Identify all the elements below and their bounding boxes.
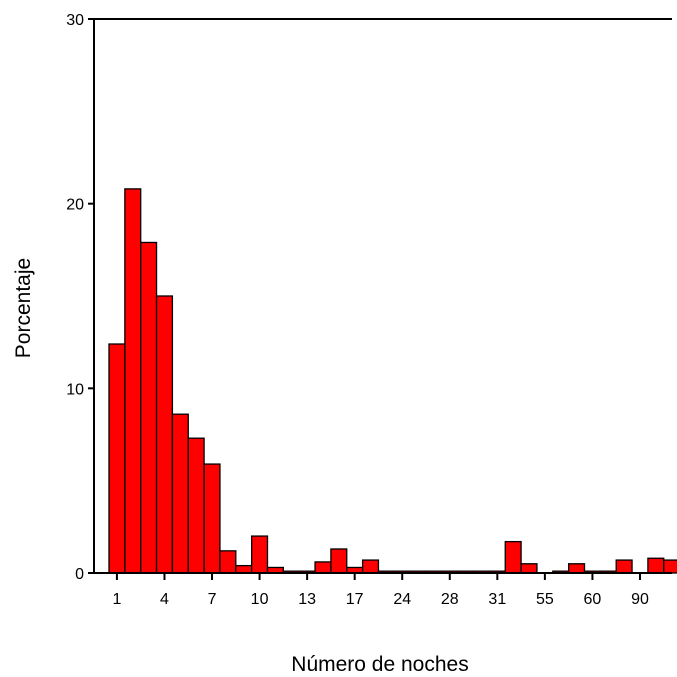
x-tick-label-31: 31: [488, 591, 506, 608]
bar-8: [219, 550, 237, 574]
axes-group: [88, 18, 672, 574]
bar-6: [187, 437, 205, 574]
bars-group: [108, 188, 677, 574]
bar-31: [520, 563, 538, 574]
y-tick-label-30: 30: [66, 12, 84, 29]
bar-5: [171, 413, 189, 574]
bar-60: [615, 559, 633, 574]
bar-10: [250, 535, 269, 574]
bar-30: [504, 540, 522, 574]
y-tick-label-10: 10: [66, 381, 84, 398]
x-axis-title: Número de noches: [291, 653, 468, 676]
x-tick-label-17: 17: [346, 591, 364, 608]
x-tick-label-10: 10: [251, 591, 269, 608]
bar-90: [647, 557, 665, 574]
bar-2: [124, 188, 142, 574]
x-tick-label-4: 4: [160, 591, 169, 608]
bar-14: [314, 561, 332, 574]
x-ticks-group: 1 4 7 10 13 17 24 28 31 55 60 90: [112, 573, 649, 608]
bar-100: [663, 559, 677, 574]
bar-15: [330, 548, 348, 574]
bar-4: [155, 295, 174, 574]
x-tick-label-90: 90: [631, 591, 649, 608]
x-tick-label-7: 7: [208, 591, 217, 608]
bar-1: [108, 343, 126, 574]
bar-7: [203, 463, 221, 574]
y-tick-label-20: 20: [66, 197, 84, 214]
y-ticks-group: 0 10 20 30: [66, 12, 94, 583]
bar-3: [140, 241, 158, 574]
x-tick-label-1: 1: [112, 591, 121, 608]
y-tick-label-0: 0: [75, 566, 84, 583]
bar-9: [235, 564, 253, 574]
x-tick-label-13: 13: [298, 591, 316, 608]
bar-55: [568, 563, 586, 574]
x-tick-label-24: 24: [393, 591, 411, 608]
x-tick-label-60: 60: [584, 591, 602, 608]
x-tick-label-55: 55: [536, 591, 554, 608]
x-tick-label-28: 28: [441, 591, 459, 608]
y-axis-title: Porcentaje: [12, 258, 35, 358]
bar-17: [361, 559, 380, 574]
